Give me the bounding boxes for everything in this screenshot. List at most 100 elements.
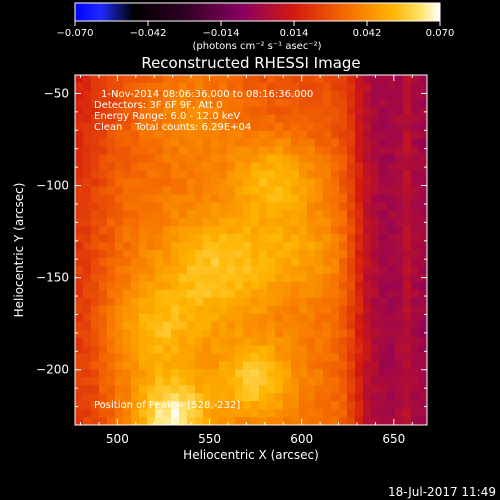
heatmap-pixel <box>99 98 108 108</box>
heatmap-pixel <box>419 393 427 402</box>
heatmap-pixel <box>419 297 427 307</box>
heatmap-pixel <box>403 250 412 259</box>
heatmap-pixel <box>75 281 84 291</box>
heatmap-pixel <box>219 75 228 84</box>
heatmap-pixel <box>323 401 332 410</box>
heatmap-pixel <box>203 114 212 124</box>
heatmap-pixel <box>131 138 140 148</box>
heatmap-pixel <box>331 345 340 354</box>
heatmap-pixel <box>299 234 308 243</box>
heatmap-pixel <box>339 361 348 370</box>
heatmap-pixel <box>179 289 188 299</box>
heatmap-pixel <box>275 202 284 211</box>
heatmap-pixel <box>395 345 404 354</box>
heatmap-pixel <box>155 122 164 132</box>
heatmap-pixel <box>219 170 228 179</box>
heatmap-pixel <box>299 329 308 339</box>
heatmap-pixel <box>99 401 108 410</box>
heatmap-pixel <box>219 297 228 307</box>
heatmap-pixel <box>419 337 427 347</box>
heatmap-pixel <box>259 130 268 140</box>
heatmap-pixel <box>75 361 84 370</box>
heatmap-pixel <box>267 265 276 275</box>
heatmap-pixel <box>227 162 236 172</box>
heatmap-pixel <box>211 329 220 339</box>
heatmap-pixel <box>403 345 412 354</box>
heatmap-pixel <box>195 281 204 291</box>
heatmap-pixel <box>163 218 172 227</box>
heatmap-pixel <box>251 401 260 410</box>
heatmap-pixel <box>315 273 324 283</box>
heatmap-pixel <box>155 234 164 243</box>
heatmap-pixel <box>283 257 292 267</box>
heatmap-pixel <box>347 154 356 164</box>
heatmap-pixel <box>259 106 268 116</box>
heatmap-pixel <box>347 178 356 187</box>
heatmap-pixel <box>379 385 388 394</box>
heatmap-pixel <box>371 162 380 172</box>
heatmap-pixel <box>275 250 284 259</box>
heatmap-pixel <box>219 234 228 243</box>
heatmap-pixel <box>139 281 148 291</box>
heatmap-pixel <box>123 353 132 362</box>
heatmap-pixel <box>379 297 388 307</box>
heatmap-pixel <box>379 289 388 299</box>
heatmap-pixel <box>139 345 148 354</box>
heatmap-pixel <box>379 234 388 243</box>
heatmap-pixel <box>291 385 300 394</box>
heatmap-pixel <box>243 130 252 140</box>
heatmap-pixel <box>211 401 220 410</box>
heatmap-pixel <box>291 178 300 187</box>
heatmap-pixel <box>275 218 284 227</box>
heatmap-pixel <box>219 250 228 259</box>
heatmap-pixel <box>307 178 316 187</box>
heatmap-pixel <box>323 194 332 203</box>
heatmap-pixel <box>259 178 268 187</box>
heatmap-pixel <box>411 297 420 307</box>
heatmap-pixel <box>347 329 356 339</box>
heatmap-pixel <box>115 154 124 164</box>
heatmap-pixel <box>243 146 252 156</box>
heatmap-pixel <box>387 75 396 84</box>
heatmap-pixel <box>371 194 380 203</box>
heatmap-pixel <box>99 385 108 394</box>
heatmap-pixel <box>395 138 404 148</box>
heatmap-pixel <box>307 122 316 132</box>
heatmap-pixel <box>203 90 212 100</box>
heatmap-pixel <box>315 210 324 219</box>
heatmap-pixel <box>187 393 196 402</box>
heatmap-pixel <box>379 345 388 354</box>
heatmap-pixel <box>83 377 92 386</box>
heatmap-pixel <box>243 242 252 251</box>
heatmap-pixel <box>235 297 244 307</box>
heatmap-pixel <box>291 281 300 291</box>
heatmap-pixel <box>235 257 244 267</box>
heatmap-pixel <box>219 210 228 219</box>
heatmap-pixel <box>395 329 404 339</box>
heatmap-pixel <box>363 82 372 92</box>
heatmap-pixel <box>75 401 84 410</box>
heatmap-pixel <box>331 186 340 195</box>
heatmap-pixel <box>331 106 340 116</box>
y-tick-label: −50 <box>44 86 69 100</box>
heatmap-pixel <box>163 98 172 108</box>
heatmap-pixel <box>115 98 124 108</box>
heatmap-pixel <box>179 417 188 425</box>
heatmap-pixel <box>147 305 156 315</box>
heatmap-pixel <box>235 114 244 124</box>
heatmap-pixel <box>219 289 228 299</box>
heatmap-pixel <box>251 369 260 378</box>
heatmap-pixel <box>227 257 236 267</box>
heatmap-pixel <box>371 226 380 235</box>
heatmap-pixel <box>275 321 284 331</box>
heatmap-pixel <box>219 122 228 132</box>
heatmap-pixel <box>187 369 196 378</box>
heatmap-pixel <box>203 170 212 179</box>
heatmap-pixel <box>75 186 84 195</box>
heatmap-pixel <box>379 210 388 219</box>
heatmap-pixel <box>363 90 372 100</box>
heatmap-pixel <box>195 106 204 116</box>
heatmap-pixel <box>387 138 396 148</box>
heatmap-pixel <box>83 265 92 275</box>
heatmap-pixel <box>75 337 84 347</box>
